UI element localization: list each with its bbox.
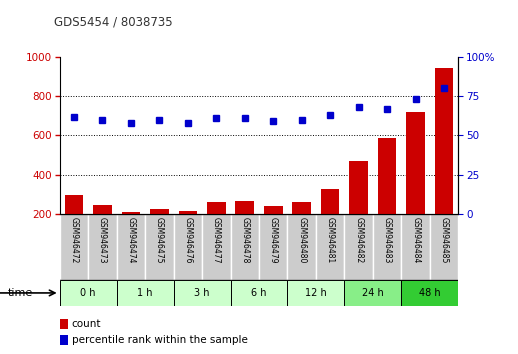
Text: GSM946484: GSM946484: [411, 217, 420, 264]
Bar: [231, 214, 259, 280]
Bar: [207, 202, 225, 214]
Text: GSM946481: GSM946481: [326, 217, 335, 264]
Bar: [150, 209, 168, 214]
Bar: [344, 214, 373, 280]
Text: time: time: [8, 288, 33, 298]
Text: GDS5454 / 8038735: GDS5454 / 8038735: [54, 16, 173, 29]
Bar: [60, 319, 67, 329]
Bar: [236, 201, 254, 214]
Bar: [350, 161, 368, 214]
Bar: [179, 211, 197, 214]
Bar: [60, 335, 67, 345]
Bar: [287, 214, 316, 280]
Bar: [117, 214, 145, 280]
Bar: [65, 195, 83, 214]
Bar: [264, 206, 282, 214]
Bar: [122, 212, 140, 214]
Text: GSM946485: GSM946485: [440, 217, 449, 264]
Bar: [435, 68, 453, 214]
Bar: [259, 214, 287, 280]
Bar: [174, 280, 231, 306]
Bar: [174, 214, 202, 280]
Text: 6 h: 6 h: [251, 288, 267, 298]
Text: GSM946474: GSM946474: [126, 217, 135, 264]
Text: 3 h: 3 h: [194, 288, 210, 298]
Text: GSM946473: GSM946473: [98, 217, 107, 264]
Bar: [401, 214, 430, 280]
Bar: [316, 214, 344, 280]
Bar: [231, 280, 287, 306]
Text: percentile rank within the sample: percentile rank within the sample: [71, 335, 248, 345]
Text: GSM946482: GSM946482: [354, 217, 363, 264]
Bar: [344, 280, 401, 306]
Text: GSM946479: GSM946479: [269, 217, 278, 264]
Text: GSM946478: GSM946478: [240, 217, 249, 264]
Bar: [430, 214, 458, 280]
Text: 24 h: 24 h: [362, 288, 384, 298]
Bar: [117, 280, 174, 306]
Bar: [287, 280, 344, 306]
Bar: [60, 214, 88, 280]
Text: GSM946483: GSM946483: [383, 217, 392, 264]
Bar: [88, 214, 117, 280]
Text: count: count: [71, 319, 101, 329]
Text: 0 h: 0 h: [80, 288, 96, 298]
Text: GSM946476: GSM946476: [183, 217, 192, 264]
Bar: [321, 189, 339, 214]
Bar: [60, 280, 117, 306]
Text: 1 h: 1 h: [137, 288, 153, 298]
Text: 12 h: 12 h: [305, 288, 327, 298]
Bar: [373, 214, 401, 280]
Bar: [401, 280, 458, 306]
Bar: [93, 205, 111, 214]
Bar: [293, 202, 311, 214]
Bar: [378, 138, 396, 214]
Bar: [202, 214, 231, 280]
Text: GSM946475: GSM946475: [155, 217, 164, 264]
Bar: [145, 214, 174, 280]
Text: GSM946480: GSM946480: [297, 217, 306, 264]
Bar: [407, 112, 425, 214]
Text: GSM946472: GSM946472: [69, 217, 78, 264]
Text: GSM946477: GSM946477: [212, 217, 221, 264]
Text: 48 h: 48 h: [419, 288, 441, 298]
